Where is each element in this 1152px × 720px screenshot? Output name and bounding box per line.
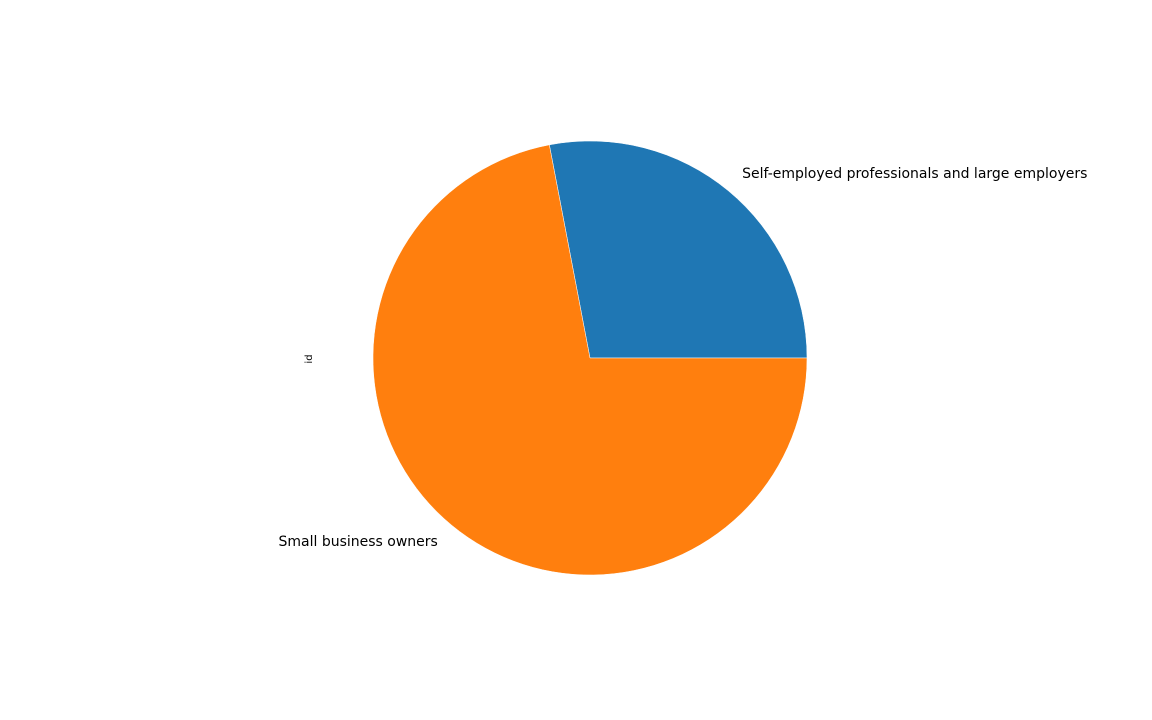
pie-slice-label-0: Self-employed professionals and large em… [742, 166, 1087, 182]
pie-slice-1 [372, 144, 808, 576]
pie-slices [372, 140, 808, 576]
pie-labels: Self-employed professionals and large em… [278, 166, 1087, 550]
pie-slice-label-1: Small business owners [278, 534, 437, 550]
y-axis-label: id [304, 354, 315, 363]
pie-slice-0 [549, 140, 808, 359]
